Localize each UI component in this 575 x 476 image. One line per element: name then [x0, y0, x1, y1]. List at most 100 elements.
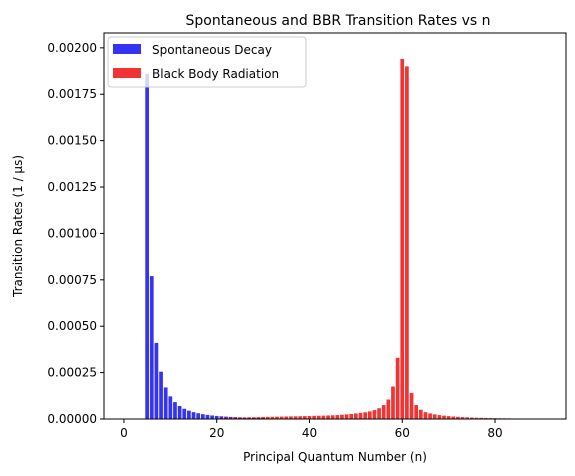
bar-spontaneous-n7 — [154, 342, 159, 419]
bar-bbr-n68 — [437, 415, 442, 419]
bar-bbr-n51 — [358, 412, 363, 419]
bar-bbr-n61 — [405, 66, 409, 420]
y-tick-label: 0.00125 — [47, 180, 97, 194]
y-tick-label: 0.00075 — [47, 273, 97, 287]
bar-bbr-n52 — [363, 412, 368, 419]
bar-bbr-n25 — [238, 417, 242, 419]
bar-bbr-n36 — [289, 416, 293, 419]
bar-bbr-n72 — [456, 416, 460, 419]
bar-bbr-n50 — [354, 413, 358, 419]
bar-bbr-n39 — [302, 416, 307, 419]
bar-bbr-n75 — [469, 417, 474, 419]
legend-box — [107, 36, 307, 88]
bar-bbr-n43 — [321, 415, 326, 419]
y-tick-label: 0.00025 — [47, 366, 97, 380]
bar-spontaneous-n18 — [205, 414, 210, 419]
bar-bbr-n66 — [428, 413, 432, 419]
bar-bbr-n37 — [293, 416, 298, 419]
bar-bbr-n22 — [224, 417, 228, 419]
bar-bbr-n29 — [256, 417, 261, 419]
y-tick-label: 0.00200 — [47, 41, 97, 55]
bar-bbr-n45 — [330, 415, 335, 419]
bar-bbr-n64 — [418, 409, 423, 419]
bar-spontaneous-n9 — [163, 387, 168, 419]
x-tick-label: 0 — [120, 426, 128, 440]
bar-spontaneous-n14 — [187, 410, 191, 419]
bar-bbr-n40 — [307, 416, 312, 419]
bar-bbr-n46 — [335, 415, 340, 419]
y-tick-label: 0.00000 — [47, 412, 97, 426]
bar-bbr-n23 — [228, 417, 233, 419]
bar-bbr-n48 — [344, 414, 349, 419]
bar-bbr-n42 — [316, 415, 321, 419]
bar-bbr-n49 — [349, 413, 354, 419]
bar-spontaneous-n6 — [149, 276, 154, 419]
bar-bbr-n44 — [326, 415, 330, 419]
bar-bbr-n58 — [391, 386, 395, 419]
bar-bbr-n30 — [261, 416, 265, 419]
bar-spontaneous-n16 — [196, 413, 201, 419]
y-axis-ticks: 0.00000 0.00025 0.00050 0.00075 0.00100 0.001… — [47, 41, 104, 426]
bar-bbr-n67 — [432, 414, 437, 419]
x-axis-ticks: 0 20 40 60 80 — [120, 419, 503, 440]
bar-bbr-n59 — [395, 357, 400, 419]
y-tick-label: 0.00050 — [47, 319, 97, 333]
bar-bbr-n47 — [340, 414, 344, 419]
bar-spontaneous-n8 — [159, 371, 163, 419]
x-axis-label: Principal Quantum Number (n) — [243, 450, 427, 464]
bar-bbr-n71 — [451, 416, 456, 419]
bar-spontaneous-n19 — [210, 415, 214, 419]
bar-bbr-n26 — [242, 417, 247, 419]
bar-bbr-n60 — [400, 58, 405, 419]
bars-group — [145, 58, 544, 420]
bar-spontaneous-n5 — [145, 73, 149, 419]
bar-bbr-n34 — [279, 416, 284, 419]
bar-bbr-n57 — [386, 399, 391, 419]
bar-bbr-n74 — [465, 417, 470, 419]
bar-spontaneous-n10 — [168, 396, 173, 419]
bar-bbr-n63 — [414, 405, 419, 419]
plot-frame — [103, 32, 567, 420]
bar-bbr-n62 — [409, 393, 414, 419]
bar-bbr-n31 — [265, 416, 270, 419]
y-tick-label: 0.00100 — [47, 226, 97, 240]
legend-swatch-bbr — [113, 68, 141, 78]
bar-bbr-n70 — [446, 416, 451, 419]
bar-bbr-n35 — [284, 416, 289, 419]
x-tick-label: 80 — [487, 426, 502, 440]
bar-bbr-n27 — [247, 417, 252, 419]
bar-spontaneous-n17 — [200, 414, 205, 419]
bar-bbr-n53 — [367, 411, 372, 419]
x-tick-label: 60 — [395, 426, 410, 440]
bar-spontaneous-n11 — [173, 402, 177, 419]
bar-bbr-n32 — [270, 416, 275, 419]
bar-bbr-n69 — [442, 415, 446, 419]
bar-bbr-n78 — [483, 417, 488, 419]
bar-spontaneous-n15 — [191, 412, 196, 419]
legend-label-bbr: Black Body Radiation — [152, 67, 279, 81]
chart-title-text: Spontaneous and BBR Transition Rates vs … — [185, 13, 490, 29]
bar-bbr-n76 — [474, 417, 479, 419]
y-axis-label: Transition Rates (1 / μs) — [11, 155, 25, 298]
y-tick-label: 0.00150 — [47, 134, 97, 148]
bar-bbr-n41 — [312, 415, 316, 419]
bar-bbr-n73 — [460, 417, 465, 419]
bar-spontaneous-n12 — [177, 406, 182, 419]
bar-spontaneous-n20 — [214, 415, 219, 419]
bar-bbr-n21 — [219, 417, 224, 419]
legend: Spontaneous Decay Black Body Radiation — [107, 36, 307, 88]
bar-bbr-n38 — [298, 416, 303, 419]
bar-bbr-n54 — [372, 410, 377, 419]
legend-label-spontaneous: Spontaneous Decay — [152, 43, 272, 57]
bar-bbr-n65 — [423, 412, 428, 419]
bar-bbr-n56 — [381, 405, 386, 419]
bar-bbr-n24 — [233, 417, 238, 419]
bar-spontaneous-n21 — [219, 416, 224, 419]
legend-swatch-spontaneous — [113, 44, 141, 54]
bar-spontaneous-n13 — [182, 408, 187, 419]
bar-bbr-n28 — [251, 417, 256, 419]
x-tick-label: 40 — [302, 426, 317, 440]
x-tick-label: 20 — [209, 426, 224, 440]
chart-title: Spontaneous and BBR Transition Rates vs … — [185, 13, 490, 29]
